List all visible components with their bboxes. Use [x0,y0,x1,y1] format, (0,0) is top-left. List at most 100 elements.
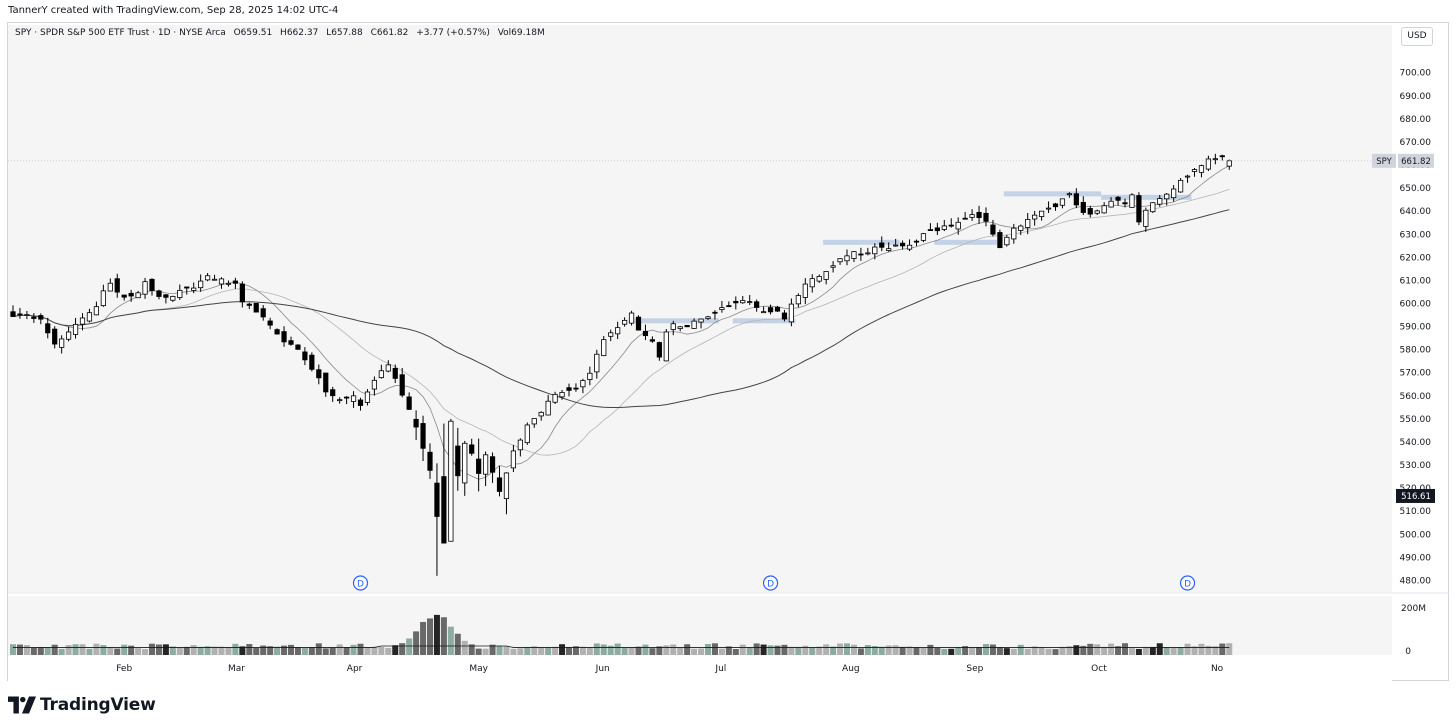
volume-bar [183,646,190,655]
candle-body [608,332,614,337]
candle-body [156,290,162,297]
candle-body [38,315,44,320]
candle-body [45,323,51,334]
candle-body [142,281,148,295]
volume-bar [260,645,267,655]
candle [795,293,801,308]
candle [1087,205,1093,218]
resistance-zone-4 [1003,191,1102,197]
volume-bar [197,646,204,655]
candle [1205,155,1211,172]
volume-bar [1205,645,1212,655]
candle [385,360,391,373]
volume-bar [1080,645,1087,655]
volume-bar [1198,643,1205,655]
candle-body [343,396,350,399]
candle-body [997,232,1003,249]
dividend-marker-label: D [767,580,774,590]
volume-bar [913,647,920,655]
candle-body [642,330,649,337]
volume-bar [538,647,545,655]
candle-body [1101,205,1107,214]
candle [865,247,871,256]
volume-bar [635,646,642,655]
price-axis-tick: 650.00 [1400,184,1432,194]
candle [288,336,294,346]
candle-body [712,311,718,314]
candle [496,465,503,497]
volume-bar [934,647,941,655]
volume-bar [482,648,489,655]
price-axis-tick: 540.00 [1400,438,1432,448]
dividend-marker-icon [352,575,369,591]
volume-bar [190,645,197,655]
candle-body [1157,198,1163,205]
candle [1150,202,1156,214]
volume-bar [899,646,906,655]
volume-bar [948,648,955,655]
time-axis-label: Mar [228,664,245,674]
candle [114,273,120,298]
candle [489,452,496,483]
volume-bar [878,646,885,655]
candle [156,289,162,300]
candle [357,397,364,411]
symbol-line[interactable]: SPY · SPDR S&P 500 ETF Trust · 1D · NYSE… [15,28,226,38]
candle-body [1219,155,1225,158]
volume-bar [753,643,760,655]
candle [531,418,537,428]
candle [1059,198,1066,209]
candle-body [274,329,280,335]
candle-body [121,294,127,298]
candle-body [719,307,725,310]
volume-bar [1184,643,1191,655]
price-tag-value: 661.82 [1401,157,1431,167]
volume-bar [427,618,433,655]
candle-body [211,278,218,281]
candle-body [1025,219,1031,228]
plot-area [8,25,1392,592]
candle-body [10,311,16,317]
high-value: H662.37 [280,28,319,38]
candle [1045,201,1052,213]
candle-body [323,372,329,393]
volume-bar [65,645,72,655]
price-axis-tick: 700.00 [1400,69,1432,79]
price-axis-tick: 530.00 [1400,461,1432,471]
candle-body [705,316,711,320]
candle [503,472,510,515]
volume-bar [1066,646,1073,655]
candle-body [177,289,183,298]
time-axis-label: May [469,664,488,674]
price-axis-tick: 490.00 [1400,553,1432,563]
volume-bar [531,646,538,655]
volume-bar [586,647,593,655]
candle-body [1045,207,1052,210]
volume-bar [774,645,781,655]
price-axis-tick: 570.00 [1400,369,1432,379]
candle [1178,178,1184,193]
volume-moving-average [13,645,1230,648]
volume-bar [155,644,162,655]
candle-body [316,369,322,379]
currency-button[interactable]: USD [1401,27,1433,46]
volume-bar [857,648,864,655]
candle [677,326,683,332]
candle [295,344,301,350]
candle-body [531,418,537,425]
volume-bar [552,646,559,655]
volume-bar [725,646,732,655]
volume-bar [517,648,524,655]
price-axis-tick: 630.00 [1400,230,1432,240]
candle [1129,193,1135,208]
volume-bar [906,646,913,655]
price-axis-tick: 600.00 [1400,299,1432,309]
candle-body [1205,158,1211,170]
candle [886,242,892,252]
volume-bar [211,646,218,655]
candle [1115,195,1121,206]
candle [809,274,815,293]
candle [476,438,482,492]
candle [45,317,51,339]
